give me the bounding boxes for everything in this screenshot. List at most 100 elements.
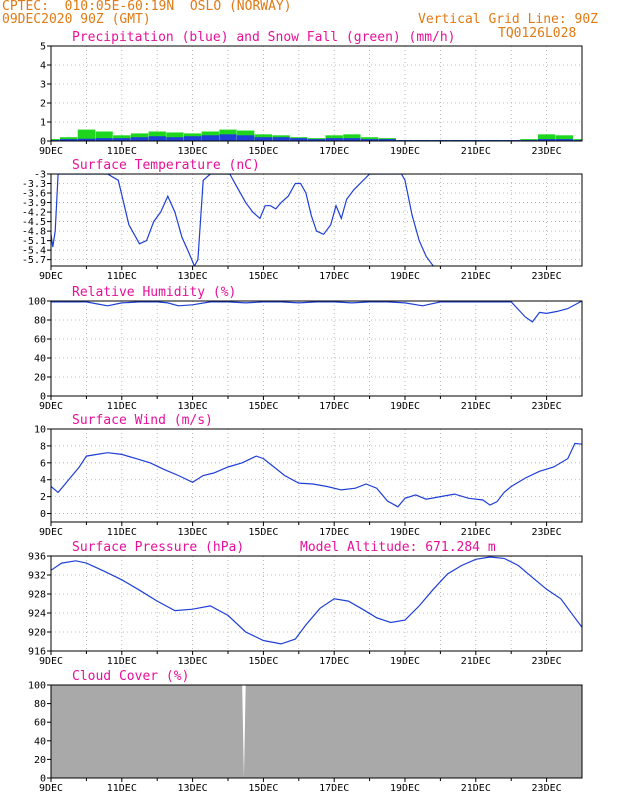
panel-title: Surface Pressure (hPa)	[72, 540, 244, 555]
x-tick-label: 17DEC	[319, 271, 349, 282]
x-tick-label: 11DEC	[107, 146, 137, 157]
y-tick-label: 60	[34, 718, 46, 729]
x-tick-label: 11DEC	[107, 271, 137, 282]
y-tick-label: 3	[40, 80, 46, 91]
series-bar	[95, 138, 113, 141]
series-bar	[343, 138, 361, 141]
x-tick-label: 21DEC	[461, 271, 491, 282]
series-bar	[166, 137, 184, 141]
x-tick-label: 9DEC	[39, 656, 63, 667]
y-tick-label: 80	[34, 699, 46, 710]
x-tick-label: 13DEC	[178, 146, 208, 157]
series-bar	[290, 138, 308, 141]
series-area	[51, 685, 582, 778]
y-tick-label: 0	[40, 774, 46, 785]
y-tick-label: 2	[40, 99, 46, 110]
panel-title: Surface Wind (m/s)	[72, 413, 213, 428]
panel-title: Precipitation (blue) and Snow Fall (gree…	[72, 30, 456, 45]
series-bar	[130, 137, 149, 141]
series-bar	[77, 129, 96, 141]
y-tick-label: 40	[34, 736, 46, 747]
y-tick-label: 924	[28, 609, 46, 620]
x-tick-label: 19DEC	[390, 656, 420, 667]
x-tick-label: 19DEC	[390, 146, 420, 157]
x-tick-label: 23DEC	[532, 527, 562, 538]
series-bar	[254, 137, 273, 141]
series-bar	[555, 139, 573, 141]
y-tick-label: 0	[40, 392, 46, 403]
y-tick-label: -5.7	[22, 255, 46, 266]
panel-frame	[50, 300, 583, 397]
header-date: 09DEC2020 90Z (GMT)	[2, 12, 151, 27]
y-tick-label: 20	[34, 373, 46, 384]
x-tick-label: 15DEC	[248, 146, 278, 157]
x-tick-label: 17DEC	[319, 146, 349, 157]
x-tick-label: 15DEC	[248, 401, 278, 412]
x-tick-label: 13DEC	[178, 783, 208, 794]
x-tick-label: 9DEC	[39, 783, 63, 794]
series-line	[51, 174, 435, 266]
x-tick-label: 19DEC	[390, 527, 420, 538]
series-bar	[360, 139, 379, 141]
panel-frame	[50, 555, 583, 652]
y-tick-label: -3.3	[22, 179, 46, 190]
series-bar	[113, 138, 131, 141]
x-tick-label: 11DEC	[107, 527, 137, 538]
header-grid-note: Vertical Grid Line: 90Z	[418, 12, 599, 27]
series-bar	[148, 136, 166, 141]
y-tick-label: 0	[40, 137, 46, 148]
series-bar	[537, 134, 556, 141]
panel-title: Surface Temperature (nC)	[72, 158, 260, 173]
series-line	[51, 556, 582, 645]
y-tick-label: 20	[34, 755, 46, 766]
x-tick-label: 17DEC	[319, 527, 349, 538]
x-tick-label: 11DEC	[107, 783, 137, 794]
x-tick-label: 19DEC	[390, 271, 420, 282]
panel-frame	[50, 173, 583, 267]
y-tick-label: 928	[28, 590, 46, 601]
y-tick-label: -4.8	[22, 227, 46, 238]
y-tick-label: 4	[40, 61, 46, 72]
y-tick-label: -3.6	[22, 189, 46, 200]
panel-title: Cloud Cover (%)	[72, 669, 189, 684]
x-tick-label: 13DEC	[178, 271, 208, 282]
series-bar	[237, 135, 255, 141]
y-tick-label: -5.4	[22, 246, 46, 257]
series-line	[51, 301, 582, 323]
series-bar	[325, 138, 343, 141]
x-tick-label: 17DEC	[319, 656, 349, 667]
x-tick-label: 15DEC	[248, 527, 278, 538]
y-tick-label: 936	[28, 552, 46, 563]
y-tick-label: -3.9	[22, 198, 46, 209]
y-tick-label: 2	[40, 492, 46, 503]
x-tick-label: 9DEC	[39, 401, 63, 412]
y-tick-label: 4	[40, 475, 46, 486]
series-bar	[95, 131, 113, 141]
panel-frame	[50, 428, 583, 523]
x-tick-label: 19DEC	[390, 401, 420, 412]
x-tick-label: 21DEC	[461, 401, 491, 412]
y-tick-label: 8	[40, 441, 46, 452]
x-tick-label: 21DEC	[461, 783, 491, 794]
series-bar	[219, 134, 237, 141]
panel-annotation: Model Altitude: 671.284 m	[300, 540, 496, 555]
panel-frame	[50, 45, 583, 142]
x-tick-label: 21DEC	[461, 146, 491, 157]
y-tick-label: 0	[40, 509, 46, 520]
x-tick-label: 23DEC	[532, 146, 562, 157]
y-tick-label: 916	[28, 647, 46, 658]
series-bar	[77, 138, 96, 141]
x-tick-label: 17DEC	[319, 401, 349, 412]
y-tick-label: 100	[28, 681, 46, 692]
series-bar	[183, 136, 202, 141]
y-tick-label: -3	[34, 170, 46, 181]
y-tick-label: 6	[40, 458, 46, 469]
x-tick-label: 21DEC	[461, 527, 491, 538]
x-tick-label: 19DEC	[390, 783, 420, 794]
header-model-id: TQ0126L028	[498, 26, 577, 41]
x-tick-label: 15DEC	[248, 783, 278, 794]
x-tick-label: 23DEC	[532, 401, 562, 412]
x-tick-label: 9DEC	[39, 146, 63, 157]
series-line	[51, 442, 582, 508]
